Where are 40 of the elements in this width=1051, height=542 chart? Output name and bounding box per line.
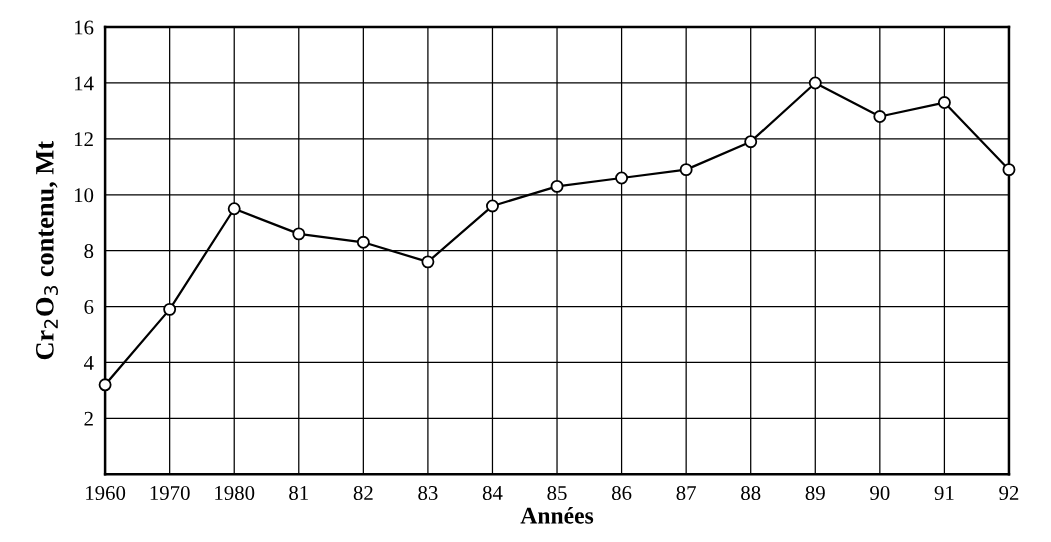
x-tick-label: 91 xyxy=(934,486,954,501)
y-axis-title: Cr$_{2}$O$_{3}$ contenu, Mt xyxy=(35,141,59,360)
point xyxy=(808,76,822,90)
y-tick-label: 10 xyxy=(74,188,94,203)
point xyxy=(421,255,435,269)
x-tick-label: 82 xyxy=(353,485,373,501)
point xyxy=(679,163,693,177)
point xyxy=(615,171,629,185)
x-axis-title: Années xyxy=(520,507,594,524)
x-tick-label: 86 xyxy=(611,485,632,501)
y-tick-label: 2 xyxy=(84,411,93,426)
point xyxy=(486,199,499,213)
x-tick-label: 87 xyxy=(676,485,696,501)
point xyxy=(1002,163,1016,177)
x-tick-label: 1980 xyxy=(215,485,255,501)
y-tick-label: 12 xyxy=(74,132,93,147)
x-tick-label: 83 xyxy=(418,485,438,501)
x-tick-label: 84 xyxy=(482,485,503,501)
point xyxy=(292,227,306,241)
y-tick-label: 6 xyxy=(84,300,94,314)
point xyxy=(227,202,241,216)
point xyxy=(163,302,177,316)
x-tick-label: 89 xyxy=(805,485,825,501)
point xyxy=(356,235,370,249)
x-tick-label: 81 xyxy=(289,485,308,501)
point xyxy=(937,96,951,110)
y-tick-label: 14 xyxy=(74,76,94,91)
x-tick-label: 85 xyxy=(547,485,567,501)
x-tick-label: 1960 xyxy=(86,485,126,501)
y-tick-label: 4 xyxy=(83,355,94,370)
point xyxy=(744,135,758,149)
x-tick-label: 92 xyxy=(999,486,1019,501)
point xyxy=(550,179,564,193)
x-tick-label: 1970 xyxy=(150,485,190,501)
y-tick-label: 16 xyxy=(74,20,94,35)
x-tick-label: 90 xyxy=(870,485,890,501)
point xyxy=(873,110,887,123)
x-tick-label: 88 xyxy=(741,485,761,501)
point xyxy=(98,378,112,392)
y-tick-label: 8 xyxy=(84,244,94,259)
